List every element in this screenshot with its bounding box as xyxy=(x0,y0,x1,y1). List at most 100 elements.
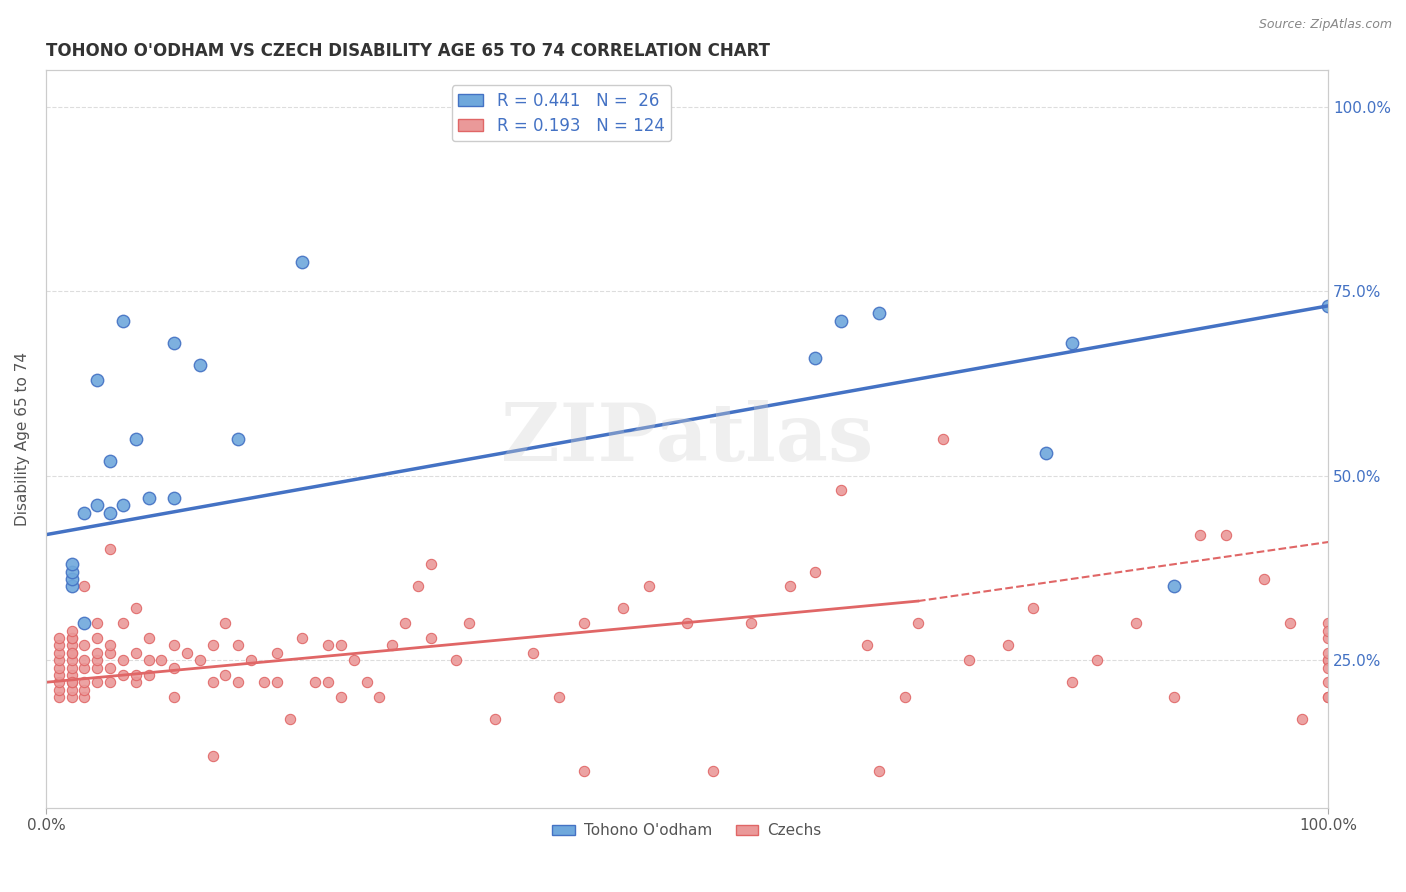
Point xyxy=(316,675,339,690)
Point xyxy=(98,646,121,660)
Point xyxy=(957,653,980,667)
Point xyxy=(574,764,596,778)
Point xyxy=(125,668,148,682)
Point xyxy=(446,653,468,667)
Text: Source: ZipAtlas.com: Source: ZipAtlas.com xyxy=(1258,18,1392,31)
Point xyxy=(1317,675,1340,690)
Point xyxy=(266,675,288,690)
Point xyxy=(368,690,391,704)
Point xyxy=(1317,646,1340,660)
Point xyxy=(740,616,762,631)
Point xyxy=(125,675,148,690)
Point xyxy=(1060,675,1083,690)
Point xyxy=(73,653,96,667)
Point xyxy=(637,579,659,593)
Point xyxy=(86,660,108,674)
Point xyxy=(98,639,121,653)
Point xyxy=(60,565,83,579)
Point xyxy=(855,639,877,653)
Point xyxy=(226,639,249,653)
Point xyxy=(1278,616,1301,631)
Point xyxy=(226,675,249,690)
Point xyxy=(304,675,326,690)
Point xyxy=(1035,446,1057,460)
Point xyxy=(932,432,955,446)
Point xyxy=(1125,616,1147,631)
Point xyxy=(98,506,121,520)
Point xyxy=(1317,690,1340,704)
Point xyxy=(1022,601,1045,615)
Point xyxy=(201,749,224,764)
Legend: Tohono O'odham, Czechs: Tohono O'odham, Czechs xyxy=(546,817,828,845)
Point xyxy=(547,690,569,704)
Point xyxy=(48,675,70,690)
Point xyxy=(48,653,70,667)
Point xyxy=(484,712,506,726)
Point xyxy=(253,675,276,690)
Text: TOHONO O'ODHAM VS CZECH DISABILITY AGE 65 TO 74 CORRELATION CHART: TOHONO O'ODHAM VS CZECH DISABILITY AGE 6… xyxy=(46,42,770,60)
Point xyxy=(138,668,160,682)
Point xyxy=(163,639,186,653)
Point xyxy=(86,498,108,512)
Point xyxy=(163,335,186,350)
Point xyxy=(676,616,699,631)
Point xyxy=(907,616,929,631)
Point xyxy=(1317,624,1340,638)
Point xyxy=(86,675,108,690)
Point xyxy=(125,601,148,615)
Point xyxy=(804,565,827,579)
Point xyxy=(1060,335,1083,350)
Point xyxy=(188,653,211,667)
Point xyxy=(125,646,148,660)
Point xyxy=(894,690,917,704)
Point xyxy=(111,498,134,512)
Point xyxy=(1317,299,1340,313)
Point xyxy=(138,653,160,667)
Point xyxy=(278,712,301,726)
Point xyxy=(73,682,96,697)
Point xyxy=(73,660,96,674)
Point xyxy=(381,639,404,653)
Point xyxy=(406,579,429,593)
Point xyxy=(702,764,724,778)
Text: ZIPatlas: ZIPatlas xyxy=(501,400,873,478)
Point xyxy=(1317,653,1340,667)
Point xyxy=(60,653,83,667)
Point xyxy=(60,572,83,586)
Point xyxy=(419,557,441,571)
Point xyxy=(111,668,134,682)
Point xyxy=(574,616,596,631)
Point xyxy=(111,616,134,631)
Point xyxy=(240,653,263,667)
Point xyxy=(214,616,236,631)
Point xyxy=(60,660,83,674)
Point xyxy=(458,616,481,631)
Point xyxy=(98,454,121,468)
Point xyxy=(48,639,70,653)
Point xyxy=(48,646,70,660)
Point xyxy=(48,660,70,674)
Point xyxy=(48,631,70,645)
Point xyxy=(201,639,224,653)
Point xyxy=(86,616,108,631)
Point xyxy=(394,616,416,631)
Point xyxy=(163,690,186,704)
Point xyxy=(163,660,186,674)
Point xyxy=(73,690,96,704)
Point xyxy=(868,306,890,320)
Point xyxy=(60,631,83,645)
Point xyxy=(98,542,121,557)
Point xyxy=(73,675,96,690)
Point xyxy=(86,631,108,645)
Point xyxy=(73,639,96,653)
Point xyxy=(291,254,314,268)
Y-axis label: Disability Age 65 to 74: Disability Age 65 to 74 xyxy=(15,351,30,525)
Point xyxy=(163,491,186,505)
Point xyxy=(1317,690,1340,704)
Point xyxy=(60,646,83,660)
Point xyxy=(291,631,314,645)
Point xyxy=(214,668,236,682)
Point xyxy=(60,624,83,638)
Point xyxy=(60,557,83,571)
Point xyxy=(98,660,121,674)
